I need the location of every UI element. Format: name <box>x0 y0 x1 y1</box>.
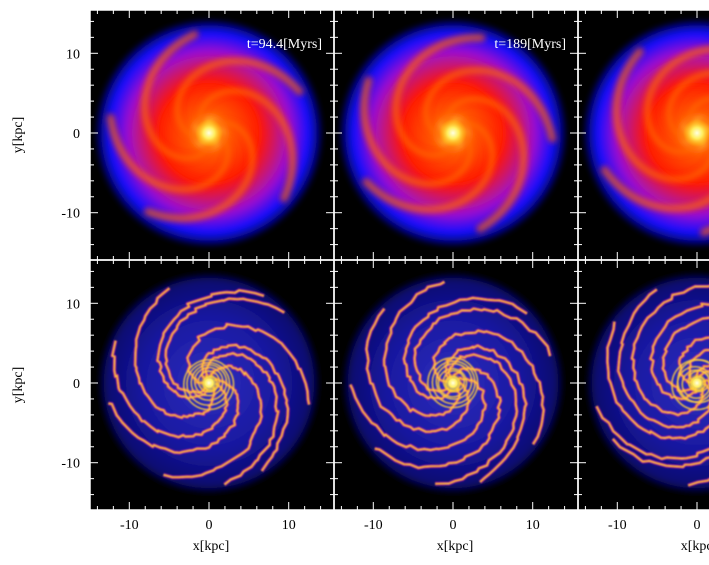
x-tick-label: 10 <box>282 518 296 533</box>
y-axis-label: y[kpc] <box>11 367 26 404</box>
spiral-arms <box>106 29 305 223</box>
panel-ticks <box>334 260 578 510</box>
panel-ticks <box>90 10 334 260</box>
y-tick-label: 0 <box>73 127 80 142</box>
panel-frame <box>577 259 709 511</box>
x-tick-label: -10 <box>120 518 139 533</box>
galaxy-core <box>443 373 463 393</box>
panel-ticks <box>578 260 698 510</box>
ticks-layer <box>89 9 709 511</box>
panel-gas-top-3 <box>578 10 709 260</box>
galaxy-core <box>687 373 707 393</box>
panel-ticks <box>578 10 698 260</box>
x-tick-label: -10 <box>608 518 627 533</box>
panels-layer <box>90 10 709 510</box>
galaxy-core <box>439 119 467 147</box>
labels-layer: t=94.4[Myrs] -10 0 10 y[kpc] t=189[Myrs] -10 0 1… <box>11 37 709 554</box>
panel-gas-top-2 <box>334 10 578 260</box>
time-label: t=189[Myrs] <box>494 37 566 52</box>
panel-gas-bot-3 <box>578 260 709 510</box>
y-tick-label: 0 <box>73 377 80 392</box>
x-tick-label: -10 <box>364 518 383 533</box>
spiral-arms <box>600 45 709 237</box>
x-axis-label: x[kpc] <box>681 539 709 554</box>
x-tick-label: 0 <box>450 518 457 533</box>
galaxy-core <box>199 373 219 393</box>
gas-disk <box>583 19 709 247</box>
panel-gas-bot-2 <box>334 260 578 510</box>
panel-gas-bot-1 <box>90 260 334 510</box>
x-tick-label: 0 <box>206 518 213 533</box>
galaxy-core <box>683 119 709 147</box>
y-tick-label: -10 <box>61 207 80 222</box>
x-axis-label: x[kpc] <box>437 539 474 554</box>
galaxy-core <box>195 119 223 147</box>
spiral-arms <box>359 33 557 234</box>
x-axis-label: x[kpc] <box>193 539 230 554</box>
x-tick-label: 10 <box>526 518 540 533</box>
x-tick-label: 0 <box>694 518 701 533</box>
y-tick-label: 10 <box>66 47 80 62</box>
panel-gas-top-1 <box>90 10 334 260</box>
y-axis-label: y[kpc] <box>11 117 26 154</box>
y-tick-label: 10 <box>66 297 80 312</box>
time-label: t=94.4[Myrs] <box>247 37 322 52</box>
y-tick-label: -10 <box>61 457 80 472</box>
filaments <box>107 286 312 487</box>
